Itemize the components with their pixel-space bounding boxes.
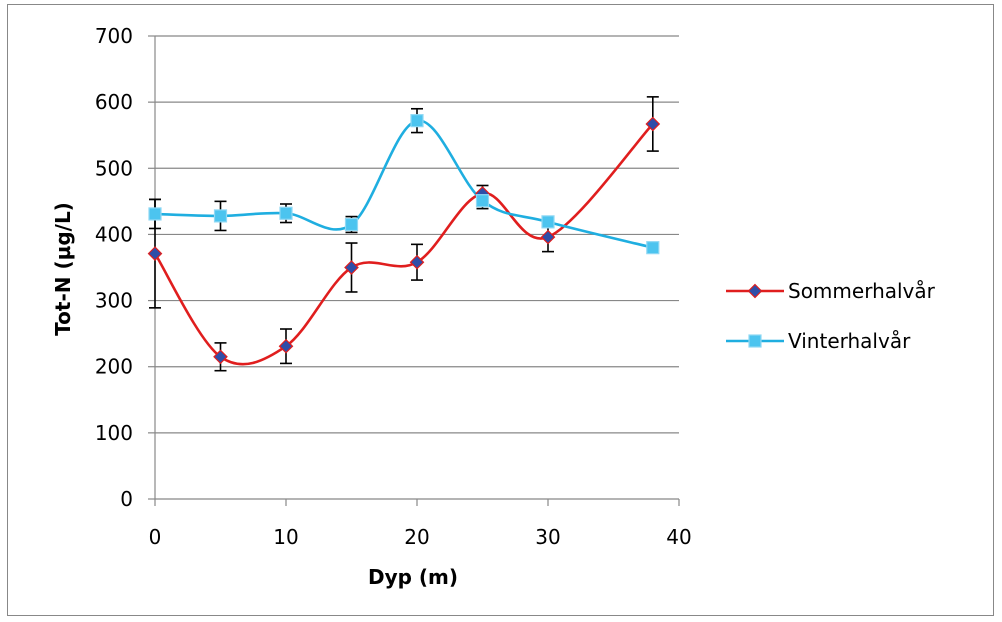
legend-item-1: Vinterhalvår <box>726 329 911 353</box>
data-point <box>213 349 228 365</box>
data-point <box>147 246 163 261</box>
y-axis-title: Tot-N (µg/L) <box>51 202 75 336</box>
error-bars-1 <box>149 107 489 234</box>
data-point <box>344 260 359 275</box>
y-tick-label: 0 <box>120 487 133 511</box>
data-point <box>279 206 293 220</box>
data-point <box>278 338 294 354</box>
y-tick-label: 600 <box>95 90 133 114</box>
series-line <box>154 119 654 249</box>
tick-labels: 0 100 200 300 400 500 600 700 0 10 20 30 40 <box>95 24 692 549</box>
data-point <box>213 209 228 223</box>
chart-frame <box>7 4 994 616</box>
data-point <box>645 116 661 132</box>
y-tick-label: 200 <box>95 355 133 379</box>
data-point <box>410 114 424 128</box>
y-tick-label: 100 <box>95 421 133 445</box>
data-point <box>148 207 162 221</box>
x-tick-label: 10 <box>273 525 298 549</box>
data-point <box>747 283 763 299</box>
legend-item-0: Sommerhalvår <box>726 279 936 303</box>
legend: Sommerhalvår Vinterhalvår <box>726 279 936 353</box>
series-layer <box>147 96 661 372</box>
markers-1 <box>148 114 660 255</box>
data-point <box>344 217 359 232</box>
data-point <box>409 254 425 270</box>
series-0 <box>153 123 654 366</box>
x-tick-label: 20 <box>404 525 429 549</box>
data-point <box>540 229 556 245</box>
x-tick-label: 30 <box>535 525 560 549</box>
legend-label: Vinterhalvår <box>788 329 911 353</box>
series-1 <box>154 119 654 249</box>
data-point <box>541 215 555 229</box>
axes <box>148 35 680 506</box>
series-line <box>153 123 654 366</box>
legend-label: Sommerhalvår <box>788 279 936 303</box>
x-axis-title: Dyp (m) <box>368 565 458 589</box>
y-tick-label: 500 <box>95 156 133 180</box>
markers-0 <box>147 116 661 365</box>
gridlines <box>155 35 679 434</box>
data-point <box>475 194 490 208</box>
y-tick-label: 300 <box>95 289 133 313</box>
y-tick-label: 700 <box>95 24 133 48</box>
data-point <box>748 334 762 348</box>
y-tick-label: 400 <box>95 222 133 246</box>
x-tick-label: 0 <box>149 525 162 549</box>
x-tick-label: 40 <box>666 525 691 549</box>
error-bars-0 <box>149 96 659 372</box>
data-point <box>646 241 660 255</box>
